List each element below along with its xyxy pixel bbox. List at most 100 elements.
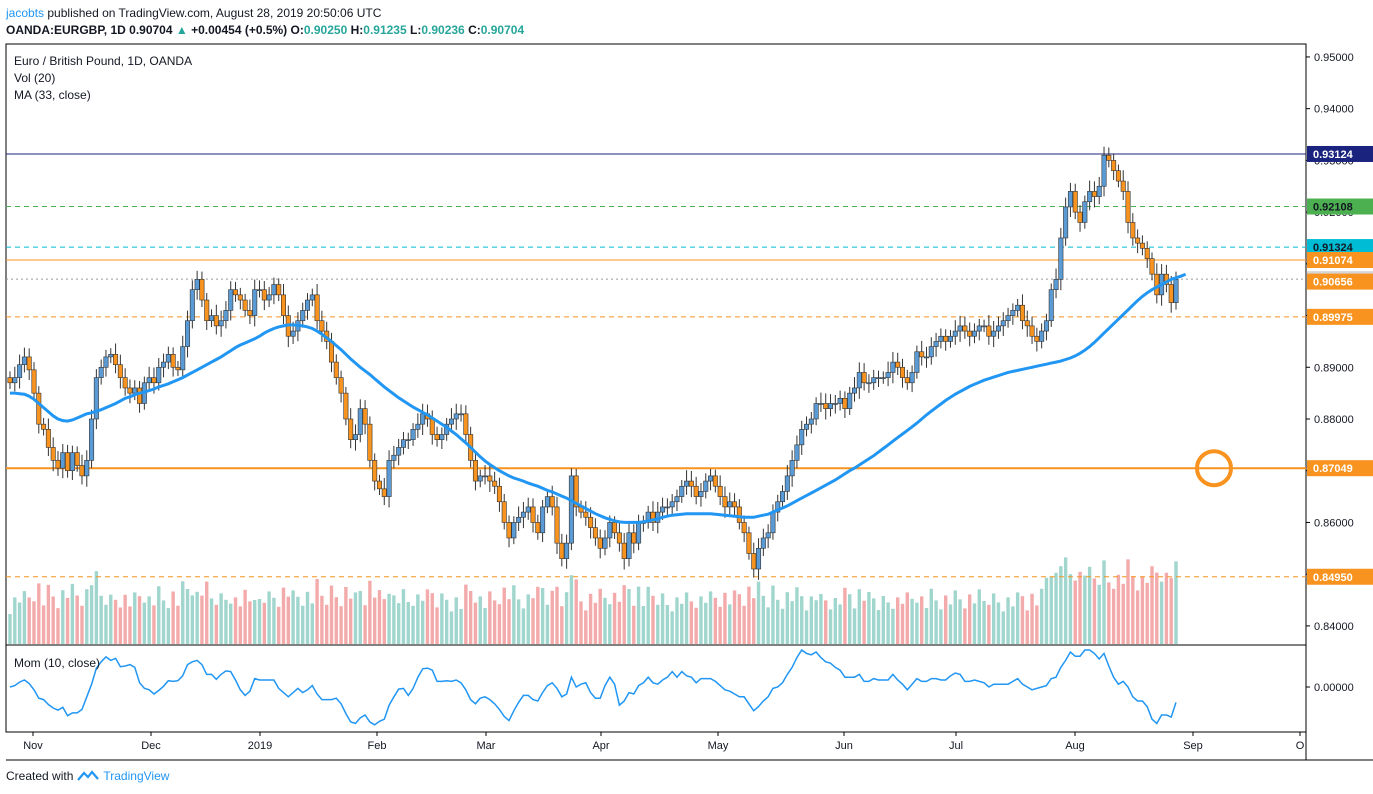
candle-body (127, 387, 133, 394)
volume-bar (305, 591, 310, 644)
candle-body (813, 403, 819, 420)
legend-volume[interactable]: Vol (20) (14, 71, 56, 85)
candle-body (165, 354, 171, 363)
candle-body (175, 366, 181, 371)
candle-body (540, 506, 546, 534)
level-tag (1307, 252, 1373, 268)
candle-body (741, 522, 747, 534)
volume-bar (392, 595, 396, 644)
volume-bar (915, 602, 919, 644)
candle-body (664, 506, 670, 509)
level-tag (1307, 308, 1373, 325)
volume-bar (824, 600, 828, 644)
candle-body (938, 335, 944, 342)
volume-bar (161, 600, 166, 644)
candle-body (789, 460, 795, 477)
volume-bar (780, 608, 785, 644)
candle-body (986, 325, 992, 337)
volume-bar (560, 606, 564, 644)
candle-body (439, 434, 445, 440)
candle-body (775, 501, 781, 513)
candle-body (1082, 201, 1088, 223)
high-value: 0.91235 (363, 23, 407, 37)
volume-bar (675, 597, 679, 644)
candle-body (559, 542, 565, 559)
volume-bar (1049, 576, 1053, 644)
volume-bar (804, 610, 809, 644)
tradingview-brand[interactable]: TradingView (103, 769, 170, 783)
volume-bar (65, 597, 70, 644)
candle-body (117, 364, 123, 378)
volume-bar (113, 599, 118, 644)
mom-tick-label: 0.00000 (1314, 682, 1354, 694)
candle-body (573, 475, 579, 508)
volume-bar (713, 597, 718, 644)
candle-body (597, 537, 603, 549)
volume-bar (118, 607, 123, 644)
symbol-label: OANDA:EURGBP, 1D (6, 23, 126, 37)
candle-body (228, 289, 234, 311)
legend-momentum[interactable]: Mom (10, close) (14, 656, 101, 670)
candle-body (7, 377, 13, 384)
volume-bar (1140, 576, 1145, 644)
volume-bar (142, 602, 147, 644)
volume-bar (387, 593, 391, 644)
candle-body (1010, 310, 1016, 316)
candle-body (885, 372, 891, 378)
legend-title[interactable]: Euro / British Pound, 1D, OANDA (14, 54, 193, 68)
volume-bar (1174, 561, 1178, 644)
candle-body (784, 475, 790, 492)
legend-ma[interactable]: MA (33, close) (14, 88, 91, 102)
candle-body (1000, 320, 1006, 327)
author-link[interactable]: jacobts (6, 6, 45, 20)
volume-bar (286, 596, 291, 644)
x-tick-label: 2019 (248, 740, 272, 752)
candle-body (343, 392, 349, 420)
candle-body (372, 460, 378, 482)
candle-body (415, 423, 421, 430)
candle-body (612, 522, 618, 534)
volume-bar (243, 589, 247, 644)
volume-bar (1169, 577, 1173, 644)
volume-bar (416, 594, 420, 644)
volume-bar (723, 592, 727, 644)
volume-bar (363, 605, 367, 644)
volume-bar (344, 587, 348, 644)
volume-bar (732, 590, 737, 644)
candle-body (1130, 222, 1136, 239)
candle-body (156, 366, 162, 384)
volume-bar (334, 597, 338, 644)
volume-bar (699, 596, 703, 644)
volume-bar (104, 604, 108, 644)
volume-bar (550, 590, 554, 644)
volume-bar (281, 587, 286, 644)
marker-circle (1195, 449, 1233, 488)
volume-bar (497, 604, 502, 644)
volume-bar (536, 586, 540, 644)
candle-body (1139, 242, 1145, 249)
candle-body (482, 475, 488, 478)
volume-bar (368, 580, 372, 644)
volume-bar (13, 597, 17, 644)
candle-body (1005, 315, 1011, 322)
volume-bar (1020, 596, 1025, 644)
candle-body (185, 320, 191, 347)
candle-body (1039, 330, 1045, 342)
volume-bar (315, 579, 319, 644)
candle-body (943, 335, 949, 342)
volume-bar (819, 594, 823, 644)
candle-body (1087, 191, 1093, 203)
candle-body (660, 506, 666, 513)
volume-bar (109, 594, 113, 644)
volume-bar (593, 602, 598, 644)
candle-body (842, 398, 848, 409)
candle-body (170, 354, 176, 368)
candle-body (837, 398, 843, 404)
volume-bar (85, 589, 89, 644)
candle-body (161, 361, 167, 368)
volume-bar (636, 586, 641, 644)
candle-body (93, 377, 99, 420)
y-tick-label: 0.95000 (1314, 52, 1354, 64)
volume-bar (632, 605, 636, 644)
